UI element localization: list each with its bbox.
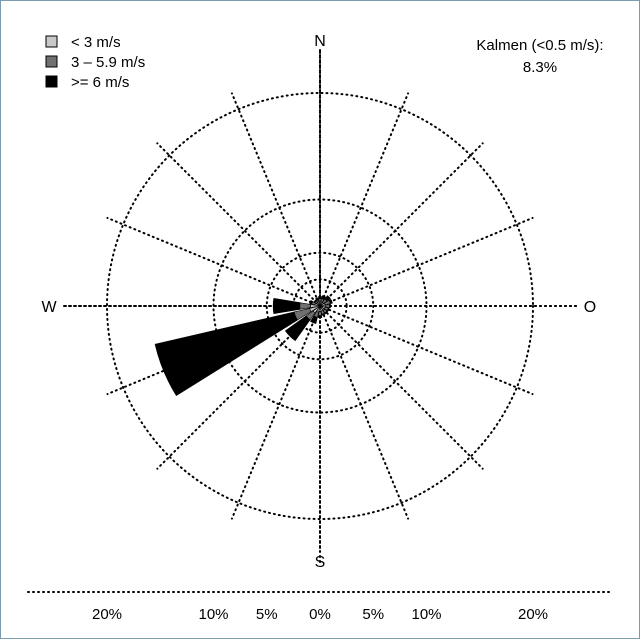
scale-tick-label: 20% (518, 606, 548, 623)
legend-swatch-mid (45, 55, 58, 68)
wedge-WSW-series-2 (154, 311, 298, 397)
wedge-NNE-series-2 (321, 295, 327, 301)
spoke-ESE (319, 305, 534, 396)
spoke-NNW (230, 92, 321, 307)
spoke-ENE (319, 216, 534, 307)
spoke-NNE (319, 92, 410, 307)
spoke-SW (156, 305, 321, 470)
legend-label-mid: 3 – 5.9 m/s (71, 54, 145, 71)
wedge-NE-series-2 (324, 295, 331, 302)
radial-scale-axis: 20% 10% 5% 0% 5% 10% 20% (27, 591, 613, 623)
wedge-ENE-series-2 (328, 298, 333, 304)
scale-tick-label: 5% (256, 606, 278, 623)
scale-tick-label: 0% (309, 606, 331, 623)
wedge-SW-series-2 (284, 315, 311, 342)
spoke-SSE (319, 305, 410, 520)
polar-grid (59, 45, 581, 567)
legend: < 3 m/s 3 – 5.9 m/s >= 6 m/s (45, 34, 145, 91)
wedge-NNW-series-2 (315, 297, 319, 301)
legend-swatch-low (45, 35, 58, 48)
wedge-W-series-2 (272, 297, 301, 315)
wedge-ESE-series-2 (326, 307, 330, 312)
wedge-SSW-series-2 (310, 315, 318, 324)
spoke-NE (319, 142, 484, 307)
spoke-NW (156, 142, 321, 307)
legend-label-high: >= 6 m/s (71, 74, 129, 91)
wedge-WNW-series-2 (309, 299, 314, 305)
compass-east-label: O (584, 299, 596, 316)
scale-tick-label: 20% (92, 606, 122, 623)
wedge-SSE-series-2 (321, 312, 326, 316)
wedge-N-series-2 (318, 296, 322, 299)
legend-swatch-high (45, 75, 58, 88)
spoke-SSW (230, 305, 321, 520)
wedge-E-series-2 (329, 303, 331, 309)
compass-west-label: W (41, 299, 57, 316)
wind-bars (154, 295, 333, 397)
spoke-WNW (106, 216, 321, 307)
wedge-SE-series-2 (324, 310, 329, 315)
calm-value: 8.3% (523, 59, 557, 76)
scale-tick-label: 10% (198, 606, 228, 623)
spoke-SE (319, 305, 484, 470)
wedge-NW-series-2 (313, 299, 317, 303)
calm-label: Kalmen (<0.5 m/s): (476, 37, 603, 54)
legend-label-low: < 3 m/s (71, 34, 121, 51)
compass-north-label: N (314, 33, 326, 50)
scale-tick-label: 10% (411, 606, 441, 623)
wedge-S-series-2 (317, 315, 323, 319)
scale-tick-label: 5% (362, 606, 384, 623)
compass-south-label: S (315, 554, 326, 571)
